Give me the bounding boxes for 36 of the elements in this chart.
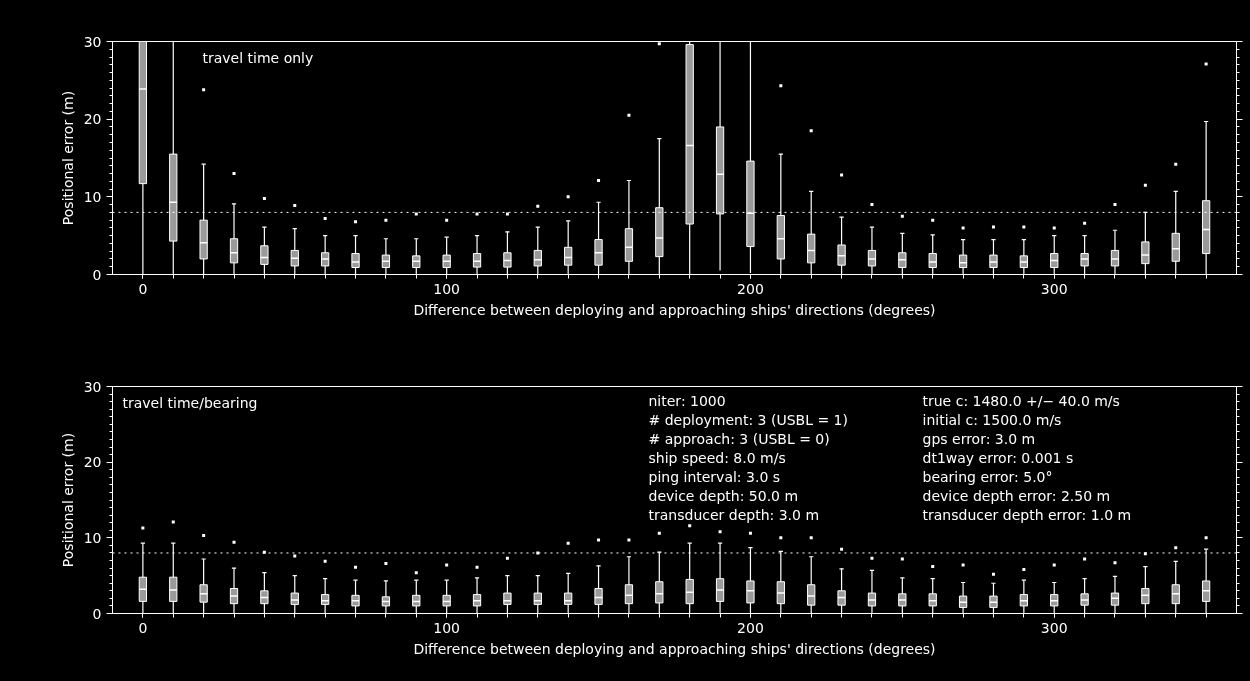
annotation: true c: 1480.0 +/− 40.0 m/s xyxy=(922,392,1120,409)
x-tick-label: 300 xyxy=(1040,619,1068,636)
y-tick-label: 0 xyxy=(92,605,102,622)
annotation: ship speed: 8.0 m/s xyxy=(648,449,786,466)
annotation: ping interval: 3.0 s xyxy=(648,468,781,485)
x-tick-label: 200 xyxy=(737,280,764,297)
annotation: niter: 1000 xyxy=(648,392,726,409)
x-axis-title: Difference between deploying and approaching ships' directions (degrees) xyxy=(413,301,936,318)
y-tick-label: 20 xyxy=(83,111,102,128)
x-tick-label: 100 xyxy=(433,619,461,636)
annotation: device depth error: 2.50 m xyxy=(922,487,1111,504)
annotation: travel time/bearing xyxy=(122,394,258,411)
y-axis-title: Positional error (m) xyxy=(59,432,76,568)
y-tick-label: 0 xyxy=(92,266,102,283)
annotation: travel time only xyxy=(202,49,314,66)
annotation: transducer depth: 3.0 m xyxy=(648,506,820,523)
annotation: gps error: 3.0 m xyxy=(922,430,1036,447)
y-tick-label: 30 xyxy=(83,33,102,50)
annotation: transducer depth error: 1.0 m xyxy=(922,506,1132,523)
annotation: initial c: 1500.0 m/s xyxy=(922,411,1062,428)
x-tick-label: 0 xyxy=(138,619,148,636)
y-tick-label: 10 xyxy=(83,188,102,205)
annotation: bearing error: 5.0° xyxy=(922,468,1053,485)
x-axis-title: Difference between deploying and approaching ships' directions (degrees) xyxy=(413,640,936,657)
x-tick-label: 200 xyxy=(737,619,764,636)
y-tick-label: 10 xyxy=(83,529,102,546)
annotation: # deployment: 3 (USBL = 1) xyxy=(648,411,848,428)
y-axis-title: Positional error (m) xyxy=(59,90,76,226)
annotation: dt1way error: 0.001 s xyxy=(922,449,1074,466)
x-tick-label: 300 xyxy=(1040,280,1068,297)
annotation: device depth: 50.0 m xyxy=(648,487,799,504)
annotation: # approach: 3 (USBL = 0) xyxy=(648,430,830,447)
y-tick-label: 20 xyxy=(83,454,102,471)
x-tick-label: 100 xyxy=(433,280,461,297)
x-tick-label: 0 xyxy=(138,280,148,297)
y-tick-label: 30 xyxy=(83,378,102,395)
